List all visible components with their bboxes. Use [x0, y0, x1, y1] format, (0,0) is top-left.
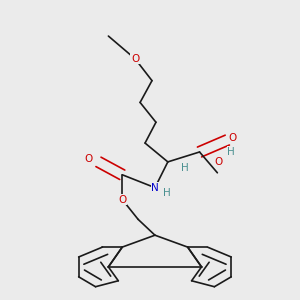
- Text: O: O: [131, 54, 139, 64]
- Text: O: O: [84, 154, 93, 164]
- Text: O: O: [214, 157, 223, 167]
- Text: H: H: [227, 147, 235, 157]
- Text: H: H: [181, 163, 189, 173]
- Text: H: H: [163, 188, 171, 198]
- Text: O: O: [118, 194, 126, 205]
- Text: O: O: [228, 133, 236, 143]
- Text: N: N: [151, 183, 159, 193]
